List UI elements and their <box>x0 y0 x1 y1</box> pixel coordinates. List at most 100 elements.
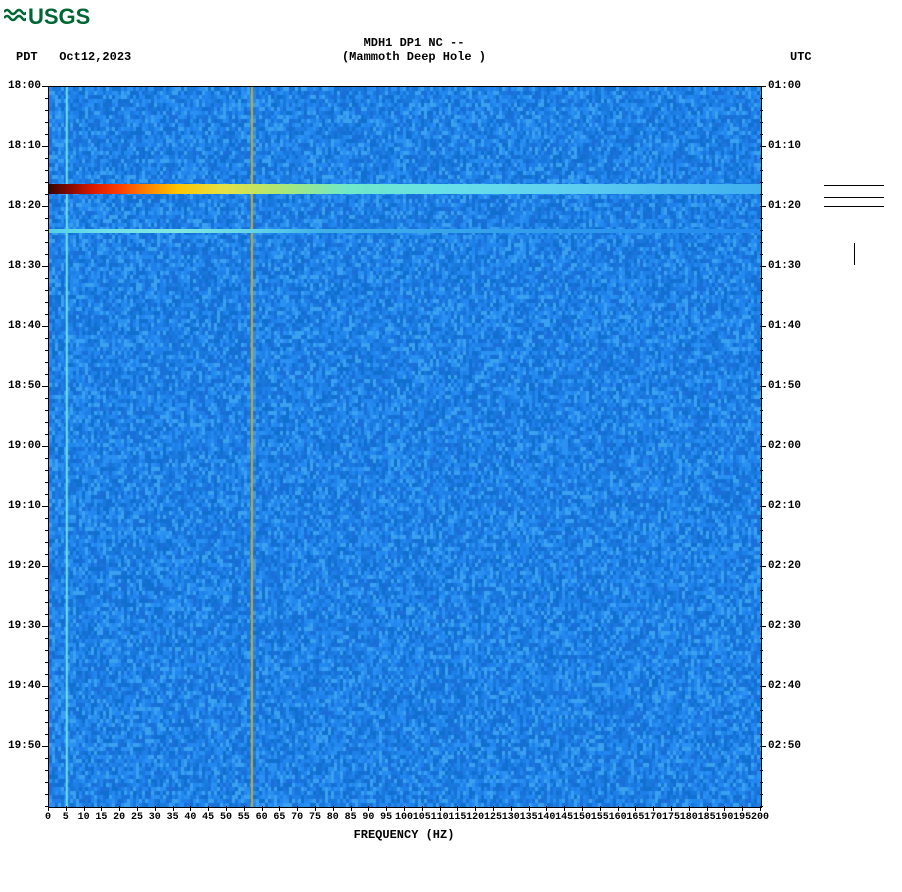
y-minor-tick <box>760 530 763 531</box>
x-tick-label: 110 <box>431 812 449 823</box>
date: Oct12,2023 <box>59 50 131 64</box>
y-minor-tick <box>760 686 763 687</box>
y-minor-tick <box>760 170 763 171</box>
y-minor-tick <box>760 338 763 339</box>
logo-text: USGS <box>28 4 90 30</box>
x-tick-mark <box>137 806 138 811</box>
x-tick-label: 90 <box>362 812 374 823</box>
x-tick-label: 105 <box>413 812 431 823</box>
x-tick-mark <box>653 806 654 811</box>
y-minor-tick <box>760 266 763 267</box>
y-minor-tick <box>760 494 763 495</box>
y-tick-left-label: 18:20 <box>8 200 41 212</box>
x-tick-label: 195 <box>733 812 751 823</box>
y-minor-tick <box>45 674 48 675</box>
y-minor-tick <box>45 626 48 627</box>
x-tick-label: 115 <box>448 812 466 823</box>
y-minor-tick <box>760 218 763 219</box>
x-tick-mark <box>208 806 209 811</box>
x-tick-mark <box>333 806 334 811</box>
y-minor-tick <box>760 422 763 423</box>
x-tick-label: 40 <box>184 812 196 823</box>
y-tick-left-label: 19:10 <box>8 500 41 512</box>
x-tick-label: 150 <box>573 812 591 823</box>
y-tick-left-label: 18:50 <box>8 380 41 392</box>
y-minor-tick <box>760 578 763 579</box>
spectrogram-plot <box>48 86 760 806</box>
y-minor-tick <box>45 554 48 555</box>
x-tick-mark <box>404 806 405 811</box>
x-tick-label: 135 <box>520 812 538 823</box>
y-tick-left-label: 18:40 <box>8 320 41 332</box>
y-minor-tick <box>760 626 763 627</box>
y-minor-tick <box>45 530 48 531</box>
x-tick-mark <box>48 806 49 811</box>
x-tick-mark <box>493 806 494 811</box>
y-minor-tick <box>45 722 48 723</box>
y-minor-tick <box>760 398 763 399</box>
y-minor-tick <box>760 362 763 363</box>
x-tick-mark <box>262 806 263 811</box>
x-tick-mark <box>600 806 601 811</box>
y-tick-right-label: 02:00 <box>768 440 801 452</box>
y-minor-tick <box>760 566 763 567</box>
y-minor-tick <box>760 758 763 759</box>
y-minor-tick <box>45 650 48 651</box>
x-tick-mark <box>689 806 690 811</box>
y-minor-tick <box>45 290 48 291</box>
y-minor-tick <box>45 170 48 171</box>
x-tick-label: 5 <box>63 812 69 823</box>
y-minor-tick <box>45 398 48 399</box>
x-tick-mark <box>279 806 280 811</box>
y-minor-tick <box>45 338 48 339</box>
x-tick-label: 20 <box>113 812 125 823</box>
x-tick-mark <box>66 806 67 811</box>
y-minor-tick <box>45 758 48 759</box>
x-axis-label: FREQUENCY (HZ) <box>48 828 760 842</box>
y-minor-tick <box>760 590 763 591</box>
tz-right: UTC <box>790 50 812 64</box>
x-tick-label: 145 <box>555 812 573 823</box>
y-minor-tick <box>45 686 48 687</box>
y-minor-tick <box>760 554 763 555</box>
y-minor-tick <box>760 770 763 771</box>
x-tick-label: 185 <box>698 812 716 823</box>
x-tick-label: 85 <box>345 812 357 823</box>
y-minor-tick <box>45 134 48 135</box>
side-event-markers <box>824 86 884 806</box>
y-minor-tick <box>760 674 763 675</box>
y-minor-tick <box>760 98 763 99</box>
y-minor-tick <box>760 782 763 783</box>
y-minor-tick <box>45 266 48 267</box>
y-minor-tick <box>45 146 48 147</box>
y-minor-tick <box>45 110 48 111</box>
y-tick-right-label: 02:40 <box>768 680 801 692</box>
y-minor-tick <box>760 386 763 387</box>
y-minor-tick <box>760 122 763 123</box>
x-tick-mark <box>386 806 387 811</box>
y-tick-left-label: 18:10 <box>8 140 41 152</box>
y-minor-tick <box>45 770 48 771</box>
x-tick-label: 100 <box>395 812 413 823</box>
header-right: UTC <box>790 50 812 64</box>
y-minor-tick <box>760 434 763 435</box>
header-left: PDT Oct12,2023 <box>16 50 131 64</box>
y-minor-tick <box>45 698 48 699</box>
y-minor-tick <box>760 470 763 471</box>
y-minor-tick <box>760 410 763 411</box>
y-tick-left-label: 19:40 <box>8 680 41 692</box>
x-tick-label: 170 <box>644 812 662 823</box>
plot-area <box>48 86 762 808</box>
y-minor-tick <box>45 542 48 543</box>
y-minor-tick <box>45 446 48 447</box>
x-tick-mark <box>422 806 423 811</box>
y-minor-tick <box>45 302 48 303</box>
y-minor-tick <box>45 602 48 603</box>
x-tick-label: 200 <box>751 812 769 823</box>
y-minor-tick <box>760 650 763 651</box>
y-minor-tick <box>760 614 763 615</box>
x-tick-mark <box>635 806 636 811</box>
x-tick-label: 45 <box>202 812 214 823</box>
y-tick-right-label: 01:40 <box>768 320 801 332</box>
x-tick-label: 95 <box>380 812 392 823</box>
